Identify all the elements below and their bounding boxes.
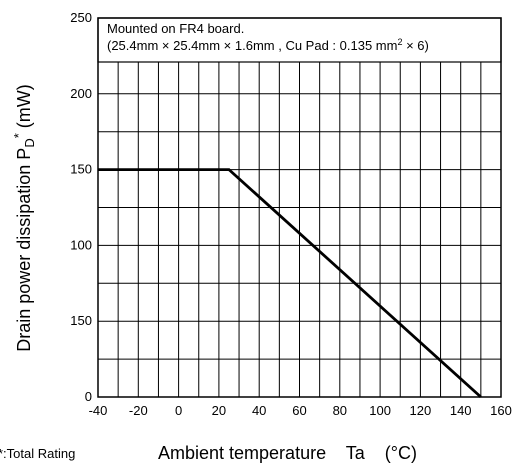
- x-tick-label: 160: [490, 403, 512, 418]
- y-tick-label: 250: [70, 10, 92, 25]
- plot-frame: [97, 17, 502, 398]
- x-tick-label: 80: [333, 403, 347, 418]
- annotation-superscript: 2: [397, 37, 402, 47]
- y-axis-label-subscript: D: [22, 138, 37, 147]
- y-tick-label: 150: [70, 313, 92, 328]
- series-line: [98, 168, 482, 399]
- x-tick-label: 20: [212, 403, 226, 418]
- annotation-line-2: (25.4mm × 25.4mm × 1.6mm , Cu Pad : 0.13…: [107, 37, 429, 53]
- y-tick-label: 0: [85, 389, 92, 404]
- tick-labels: -40 -20 0 20 40 60 80 100 120 140 160 0 150 100 150 200…: [70, 10, 512, 418]
- annotation-background: [97, 17, 502, 63]
- y-tick-label: 100: [70, 237, 92, 252]
- footnote: *:Total Rating: [0, 446, 76, 461]
- y-tick-label: 150: [70, 162, 92, 177]
- x-tick-label: 40: [252, 403, 266, 418]
- series-group: [98, 168, 482, 399]
- y-axis-label-superscript: *: [11, 133, 26, 138]
- x-tick-label: 140: [450, 403, 472, 418]
- x-tick-label: 60: [292, 403, 306, 418]
- x-tick-label: 100: [369, 403, 391, 418]
- grid-lines: [98, 18, 501, 397]
- x-tick-label: -20: [129, 403, 148, 418]
- x-tick-label: 0: [175, 403, 182, 418]
- y-axis-label: Drain power dissipation PD* (mW): [11, 84, 37, 352]
- annotation-box: Mounted on FR4 board. (25.4mm × 25.4mm ×…: [97, 17, 502, 63]
- y-tick-label: 200: [70, 86, 92, 101]
- x-tick-label: -40: [89, 403, 108, 418]
- x-tick-label: 120: [410, 403, 432, 418]
- annotation-line-1: Mounted on FR4 board.: [107, 21, 244, 36]
- x-axis-label: Ambient temperature Ta (°C): [158, 443, 417, 463]
